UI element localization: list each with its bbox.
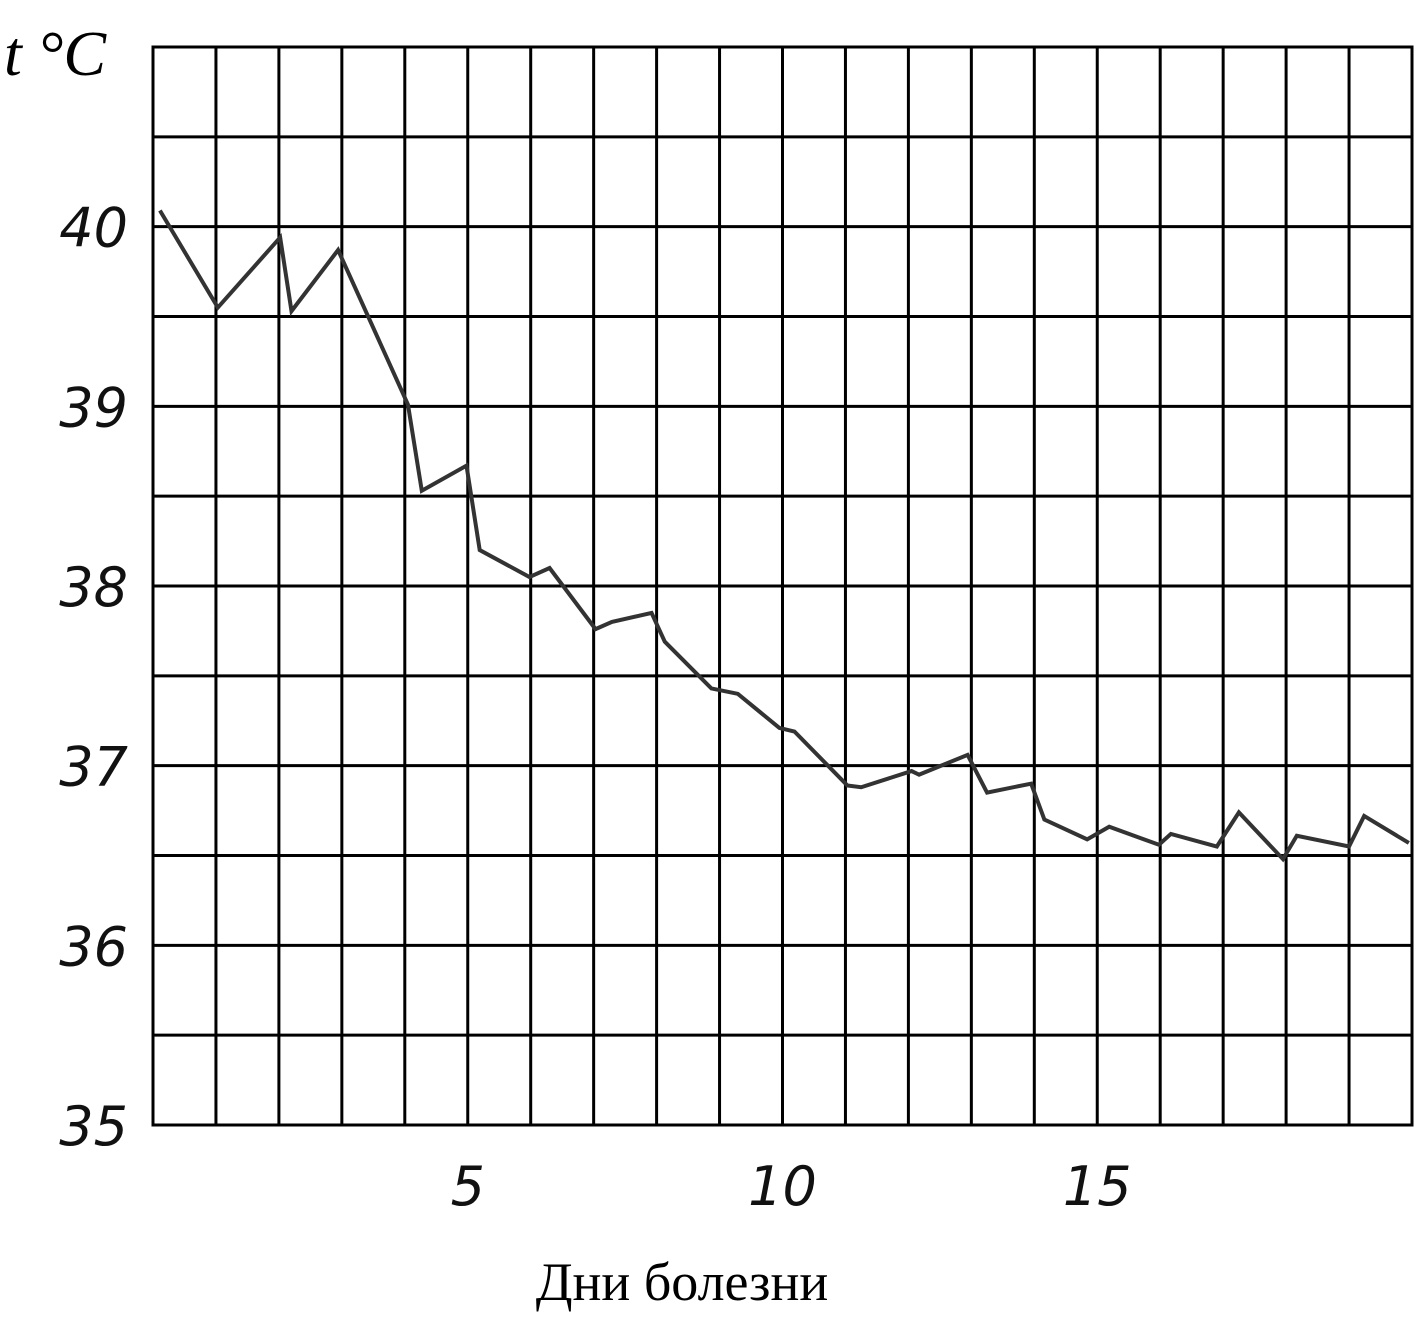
y-tick-label: 36 [59, 915, 128, 978]
x-tick-label: 5 [451, 1155, 485, 1218]
y-tick-label: 38 [59, 556, 128, 619]
y-tick-label: 39 [59, 376, 128, 439]
temperature-line [158, 209, 1410, 863]
y-axis-label: t °C [4, 18, 107, 89]
plot-frame [151, 45, 1414, 1127]
y-tick-label: 40 [59, 197, 128, 260]
y-tick-label: 35 [59, 1095, 128, 1158]
x-axis-label: Дни болезни [536, 1252, 829, 1312]
y-tick-label: 37 [59, 736, 128, 799]
x-tick-label: 15 [1063, 1155, 1132, 1218]
x-tick-label: 10 [748, 1155, 817, 1218]
